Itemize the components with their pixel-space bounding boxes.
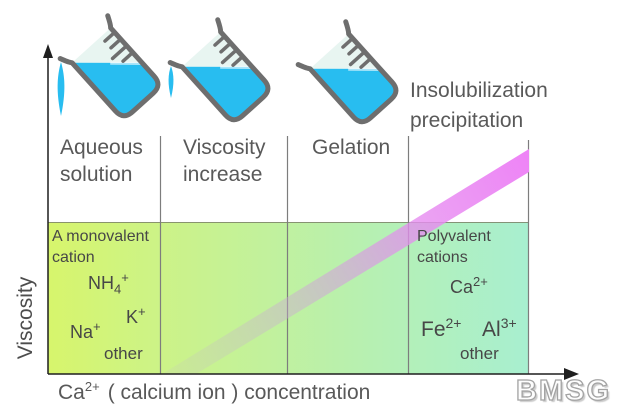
polyvalent-caption: Polyvalent cations: [417, 226, 491, 268]
stage-label-line: Aqueous: [60, 136, 143, 159]
other-ions-label-polyvalent: other: [460, 344, 499, 363]
stage-label-line: solution: [60, 163, 133, 186]
y-axis-arrow-icon: [43, 44, 53, 58]
stage-label-line: precipitation: [410, 109, 524, 132]
beaker-pouring-icon: [57, 13, 161, 119]
stage-label-insolubilization-precipitation: Insolubilization precipitation: [410, 76, 548, 136]
caption-line: cations: [417, 249, 468, 266]
monovalent-caption: A monovalent cation: [52, 226, 149, 268]
caption-line: Polyvalent: [417, 228, 491, 245]
ion-sub: 4: [114, 281, 122, 297]
ion-label-ca: Ca2+: [450, 274, 488, 298]
pouring-drop-icon: [168, 66, 174, 98]
ion-sup: 2+: [445, 315, 462, 331]
x-label-base: Ca: [58, 381, 85, 404]
ion-label-nh4: NH4+: [88, 270, 129, 297]
other-ions-label-monovalent: other: [104, 344, 143, 363]
x-axis-label: Ca2+ ( calcium ion ) concentration: [58, 379, 370, 405]
pouring-drop-icon: [57, 62, 65, 116]
stage-label-line: Viscosity: [183, 136, 266, 159]
caption-line: A monovalent: [52, 228, 149, 245]
stage-label-line: Insolubilization: [410, 79, 548, 102]
ion-sup: +: [121, 270, 129, 285]
ion-base: K: [126, 307, 139, 327]
ion-label-al: Al3+: [482, 315, 517, 342]
stage-label-gelation: Gelation: [312, 134, 390, 161]
ion-label-fe: Fe2+: [421, 315, 461, 342]
y-axis-label: Viscosity: [14, 276, 37, 360]
ion-sup: 3+: [500, 315, 517, 331]
caption-line: cation: [52, 249, 95, 266]
ion-sup: +: [93, 319, 101, 334]
ion-base: NH: [88, 273, 114, 293]
ion-label-na: Na+: [70, 319, 101, 343]
beaker-pouring-icon: [167, 17, 271, 123]
ion-base: Fe: [421, 318, 446, 341]
stage-label-aqueous-solution: Aqueous solution: [60, 134, 143, 188]
watermark-bmsg: BMSG: [515, 374, 611, 407]
ion-label-k: K+: [126, 304, 146, 328]
stage-label-line: Gelation: [312, 136, 391, 159]
stage-label-line: increase: [183, 163, 263, 186]
ion-base: Ca: [450, 277, 474, 297]
ion-base: Al: [482, 318, 501, 341]
ion-sup: +: [138, 304, 146, 319]
x-label-rest: ( calcium ion ) concentration: [107, 381, 371, 404]
x-label-sup: 2+: [84, 379, 100, 394]
beaker-tilted-icon: [295, 19, 399, 125]
stage-label-viscosity-increase: Viscosity increase: [183, 134, 265, 188]
ion-base: Na: [70, 322, 94, 342]
ion-sup: 2+: [473, 274, 488, 289]
